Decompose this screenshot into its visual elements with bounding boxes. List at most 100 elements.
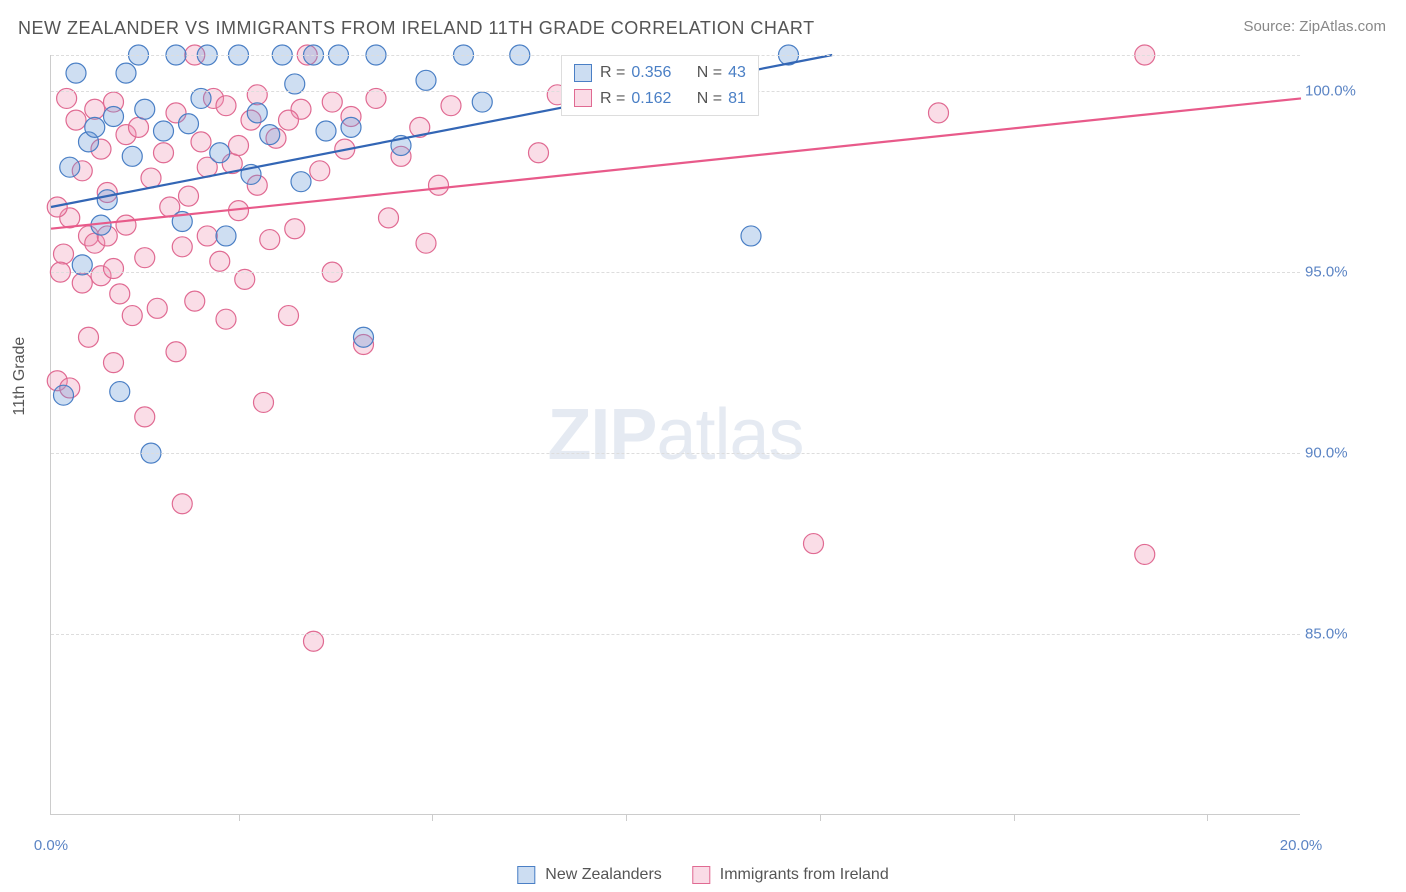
data-point-ie — [247, 85, 267, 105]
data-point-nz — [104, 107, 124, 127]
gridline-h — [51, 272, 1300, 273]
x-tick — [1207, 814, 1208, 821]
chart-container: NEW ZEALANDER VS IMMIGRANTS FROM IRELAND… — [0, 0, 1406, 892]
data-point-ie — [172, 237, 192, 257]
source-label: Source: ZipAtlas.com — [1243, 18, 1386, 35]
bottom-legend: New Zealanders Immigrants from Ireland — [517, 866, 888, 884]
x-tick — [239, 814, 240, 821]
legend-n-value: 81 — [728, 86, 746, 112]
x-tick — [1014, 814, 1015, 821]
data-point-nz — [60, 157, 80, 177]
data-point-ie — [229, 135, 249, 155]
data-point-nz — [260, 125, 280, 145]
legend-row-ie: R = 0.162 N = 81 — [574, 86, 746, 112]
legend-box: R = 0.356 N = 43R = 0.162 N = 81 — [561, 55, 759, 116]
legend-n-label: N = — [697, 86, 722, 112]
data-point-nz — [179, 114, 199, 134]
data-point-ie — [110, 284, 130, 304]
data-point-ie — [310, 161, 330, 181]
data-point-ie — [279, 110, 299, 130]
gridline-h — [51, 634, 1300, 635]
data-point-nz — [341, 117, 361, 137]
data-point-ie — [172, 494, 192, 514]
data-point-ie — [216, 96, 236, 116]
legend-label: Immigrants from Ireland — [720, 866, 889, 884]
legend-label: New Zealanders — [545, 866, 662, 884]
data-point-ie — [104, 353, 124, 373]
bottom-legend-item-nz: New Zealanders — [517, 866, 662, 884]
data-point-ie — [72, 273, 92, 293]
data-point-nz — [247, 103, 267, 123]
chart-title: NEW ZEALANDER VS IMMIGRANTS FROM IRELAND… — [18, 18, 815, 39]
x-tick — [432, 814, 433, 821]
legend-r-value: 0.162 — [631, 86, 671, 112]
data-point-ie — [197, 226, 217, 246]
data-point-ie — [185, 291, 205, 311]
gridline-h — [51, 453, 1300, 454]
data-point-ie — [254, 392, 274, 412]
x-tick-label: 0.0% — [34, 837, 68, 854]
data-point-ie — [154, 143, 174, 163]
bottom-legend-item-ie: Immigrants from Ireland — [692, 866, 889, 884]
data-point-ie — [216, 309, 236, 329]
data-point-nz — [472, 92, 492, 112]
legend-r-label: R = — [600, 60, 625, 86]
data-point-ie — [79, 327, 99, 347]
legend-row-nz: R = 0.356 N = 43 — [574, 60, 746, 86]
plot-area: ZIPatlas 85.0%90.0%95.0%100.0%0.0%20.0%R… — [50, 55, 1300, 815]
data-point-ie — [416, 233, 436, 253]
data-point-ie — [85, 99, 105, 119]
data-point-nz — [66, 63, 86, 83]
data-point-ie — [1135, 544, 1155, 564]
data-point-ie — [135, 248, 155, 268]
data-point-ie — [166, 342, 186, 362]
data-point-nz — [741, 226, 761, 246]
data-point-nz — [154, 121, 174, 141]
data-point-ie — [429, 175, 449, 195]
data-point-nz — [216, 226, 236, 246]
data-point-nz — [85, 117, 105, 137]
y-tick-label: 100.0% — [1305, 83, 1360, 100]
data-point-nz — [122, 146, 142, 166]
data-point-ie — [179, 186, 199, 206]
data-point-ie — [929, 103, 949, 123]
data-point-ie — [210, 251, 230, 271]
data-point-ie — [191, 132, 211, 152]
data-point-ie — [147, 298, 167, 318]
data-point-ie — [279, 306, 299, 326]
legend-n-value: 43 — [728, 60, 746, 86]
data-point-nz — [210, 143, 230, 163]
legend-swatch — [574, 64, 592, 82]
data-point-ie — [47, 197, 67, 217]
y-tick-label: 95.0% — [1305, 264, 1360, 281]
plot-svg — [51, 55, 1300, 814]
y-axis-label: 11th Grade — [11, 337, 29, 416]
x-tick-label: 20.0% — [1280, 837, 1323, 854]
data-point-nz — [316, 121, 336, 141]
data-point-nz — [354, 327, 374, 347]
data-point-nz — [116, 63, 136, 83]
data-point-ie — [54, 244, 74, 264]
data-point-nz — [416, 70, 436, 90]
data-point-nz — [291, 172, 311, 192]
data-point-ie — [529, 143, 549, 163]
data-point-nz — [135, 99, 155, 119]
legend-swatch — [692, 866, 710, 884]
data-point-ie — [285, 219, 305, 239]
x-tick — [626, 814, 627, 821]
data-point-ie — [322, 92, 342, 112]
data-point-ie — [141, 168, 161, 188]
y-tick-label: 90.0% — [1305, 445, 1360, 462]
data-point-ie — [260, 230, 280, 250]
data-point-ie — [804, 534, 824, 554]
legend-n-label: N = — [697, 60, 722, 86]
data-point-ie — [129, 117, 149, 137]
legend-swatch — [574, 89, 592, 107]
legend-r-label: R = — [600, 86, 625, 112]
data-point-ie — [104, 259, 124, 279]
legend-swatch — [517, 866, 535, 884]
data-point-ie — [116, 215, 136, 235]
data-point-nz — [110, 382, 130, 402]
data-point-ie — [66, 110, 86, 130]
data-point-ie — [122, 306, 142, 326]
